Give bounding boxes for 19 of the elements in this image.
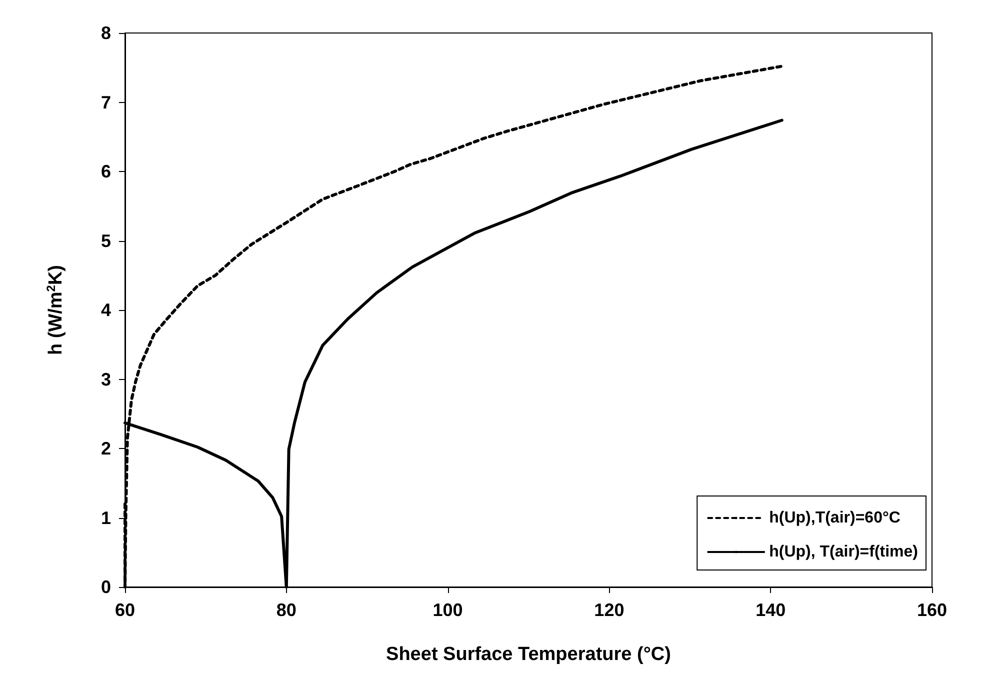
x-tick-label: 80: [276, 600, 296, 620]
y-tick-label: 6: [100, 162, 111, 182]
legend-label: h(Up),T(air)=60°C: [769, 510, 901, 526]
y-tick-label: 2: [100, 438, 111, 458]
y-tick-label: 1: [100, 508, 111, 528]
y-tick-label: 7: [100, 92, 111, 112]
y-tick-label: 0: [100, 577, 111, 597]
x-tick-label: 120: [594, 600, 624, 620]
x-tick-label: 140: [756, 600, 786, 620]
legend-label: h(Up), T(air)=f(time): [769, 544, 918, 560]
y-tick-label: 3: [100, 369, 111, 390]
y-tick-label: 8: [100, 23, 111, 43]
x-tick-label: 160: [916, 600, 948, 620]
x-tick-label: 60: [114, 600, 136, 620]
x-tick-label: 100: [432, 600, 463, 620]
x-axis-title: Sheet Surface Temperature (°C): [386, 644, 671, 665]
y-axis-title: h (W/m2K): [44, 264, 66, 356]
y-tick-label: 5: [100, 230, 111, 251]
y-tick-label: 4: [100, 300, 111, 320]
